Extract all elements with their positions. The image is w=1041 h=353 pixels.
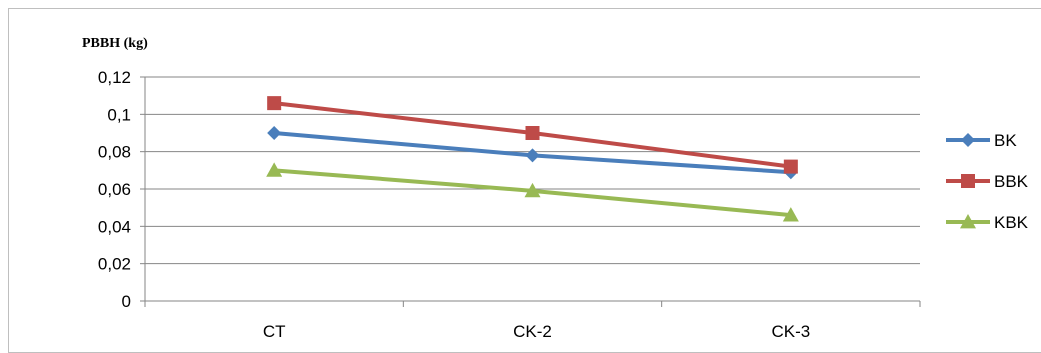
data-point-kbk <box>524 182 541 198</box>
legend-item-kbk: KBK <box>946 213 1029 232</box>
x-tick-label: CK-3 <box>771 322 810 341</box>
data-point-kbk <box>266 162 283 177</box>
y-tick-labels: 0 0,02 0,04 0,06 0,08 0,1 0,12 <box>98 68 131 311</box>
axes <box>140 76 921 307</box>
y-tick-label: 0 <box>122 292 131 311</box>
legend-marker-bbk <box>961 174 975 188</box>
data-point-bbk <box>525 126 540 140</box>
series-kbk <box>266 162 799 222</box>
data-point-bbk <box>783 159 798 174</box>
legend-item-bbk: BBK <box>946 172 1029 191</box>
y-tick-label: 0,08 <box>98 143 131 162</box>
x-tick-label: CK-2 <box>513 322 552 341</box>
series-group <box>266 96 799 222</box>
legend-item-bk: BK <box>946 131 1017 150</box>
y-axis-label: PBBH (kg) <box>82 36 148 51</box>
y-tick-label: 0,04 <box>98 217 131 236</box>
legend: BK BBK KBK <box>946 131 1029 232</box>
legend-label-kbk: KBK <box>994 213 1029 232</box>
series-bbk <box>267 96 798 174</box>
data-point-bbk <box>267 96 282 111</box>
legend-marker-bk <box>961 133 975 147</box>
x-tick-labels: CT CK-2 CK-3 <box>263 322 810 341</box>
y-tick-label: 0,12 <box>98 68 131 87</box>
data-point-kbk <box>782 207 799 222</box>
legend-label-bk: BK <box>994 131 1017 150</box>
x-tick-label: CT <box>263 322 286 341</box>
y-tick-label: 0,06 <box>98 180 131 199</box>
legend-marker-kbk <box>960 214 976 229</box>
legend-label-bbk: BBK <box>994 172 1029 191</box>
data-point-bk <box>525 148 540 163</box>
y-tick-label: 0,1 <box>107 105 131 124</box>
y-tick-label: 0,02 <box>98 255 131 274</box>
gridlines <box>145 76 920 265</box>
data-point-bk <box>267 126 282 140</box>
